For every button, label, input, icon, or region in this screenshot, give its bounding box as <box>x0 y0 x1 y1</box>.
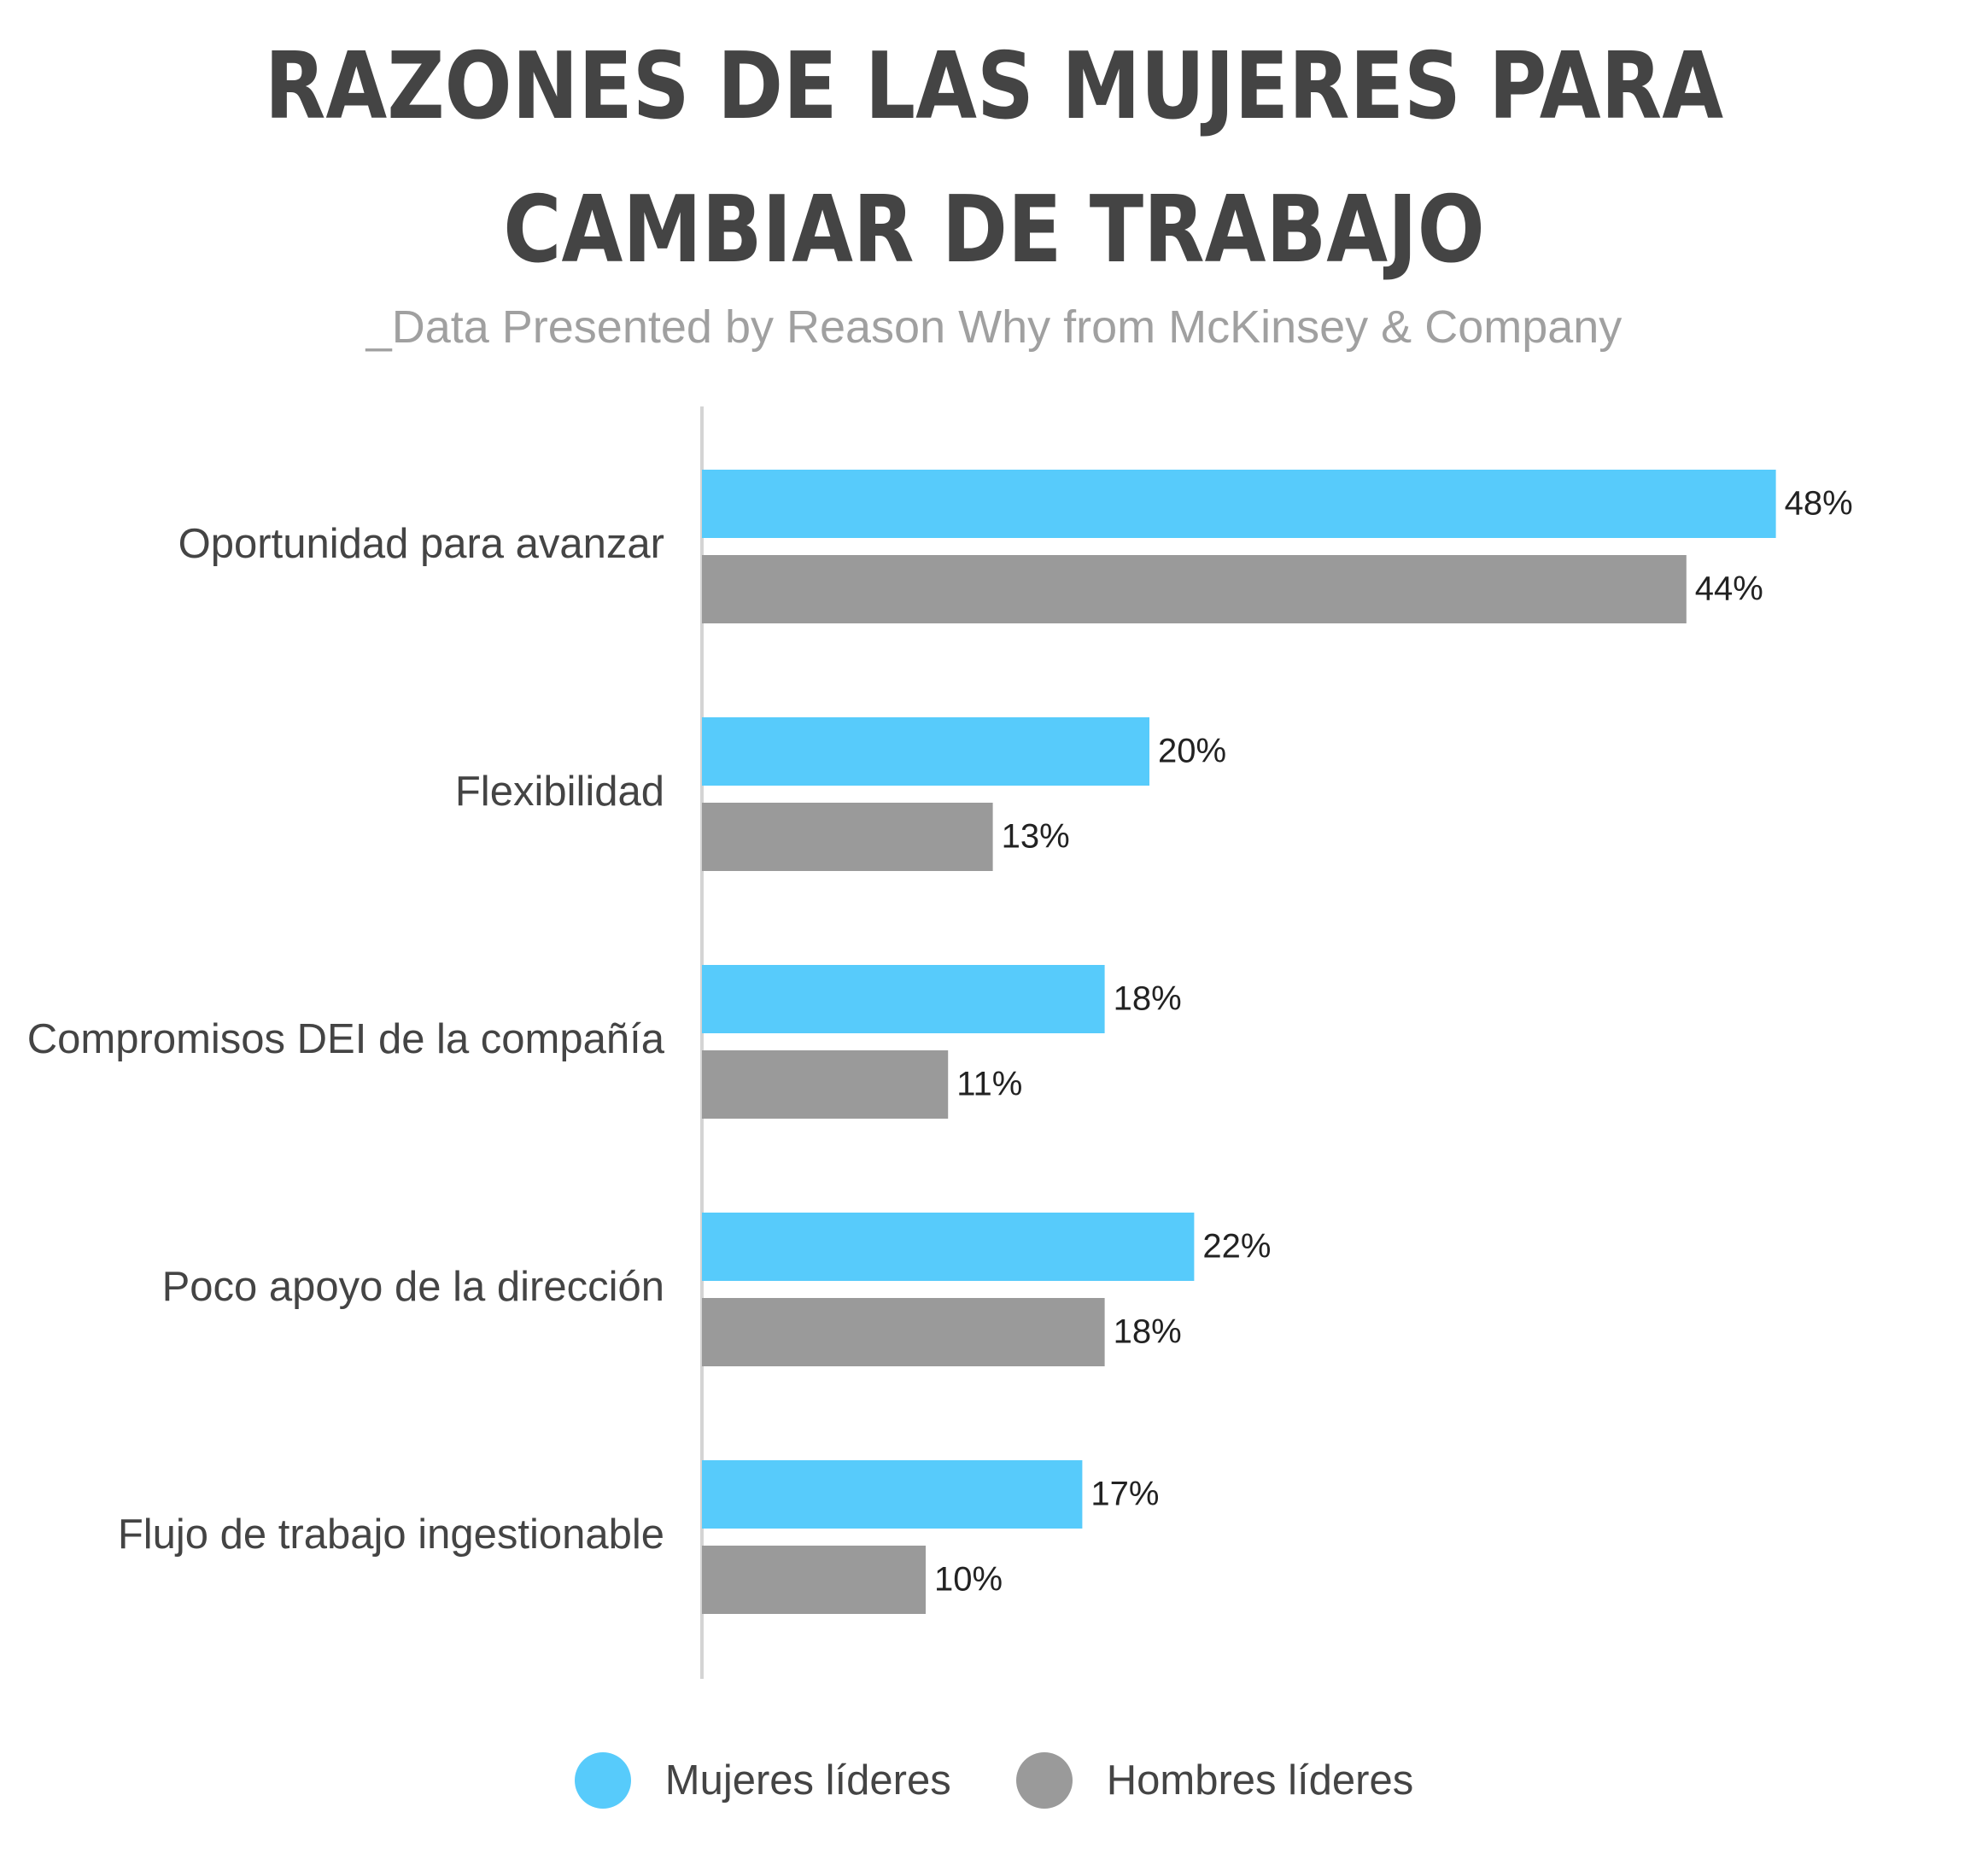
bar-chart: Oportunidad para avanzar 48% 44% Flexibilid… <box>27 406 1853 1679</box>
category-label: Flujo de trabajo ingestionable <box>118 1511 664 1558</box>
category-label: Poco apoyo de la dirección <box>162 1264 664 1310</box>
bar-women <box>702 470 1776 538</box>
data-label: 17% <box>1090 1476 1159 1513</box>
legend-item-men: Hombres líderes <box>1015 1752 1414 1809</box>
bar-men <box>702 1546 926 1614</box>
bar-men <box>702 1298 1105 1366</box>
legend-swatch-men <box>1015 1752 1073 1809</box>
title-line-2: CAMBIAR DE TRABAJO <box>503 177 1485 284</box>
data-label: 18% <box>1114 1313 1182 1351</box>
legend-label-women: Mujeres líderes <box>664 1757 951 1804</box>
bar-women <box>702 1213 1195 1281</box>
data-label: 13% <box>1002 818 1070 856</box>
bar-women <box>702 1460 1083 1529</box>
legend: Mujeres líderes Hombres líderes <box>0 1752 1988 1809</box>
bar-women <box>702 965 1105 1033</box>
data-label: 11% <box>956 1066 1022 1103</box>
bar-men <box>702 1050 949 1119</box>
legend-swatch-women <box>574 1752 631 1809</box>
data-label: 10% <box>934 1561 1003 1599</box>
data-label: 44% <box>1695 570 1763 608</box>
legend-item-women: Mujeres líderes <box>574 1752 951 1809</box>
chart-title: RAZONES DE LAS MUJERES PARA CAMBIAR DE T… <box>139 15 1849 302</box>
data-label: 48% <box>1785 485 1853 523</box>
data-label: 18% <box>1114 980 1182 1018</box>
category-label: Oportunidad para avanzar <box>178 521 664 567</box>
data-label: 20% <box>1158 733 1226 770</box>
title-line-1: RAZONES DE LAS MUJERES PARA <box>264 33 1724 140</box>
category-label: Compromisos DEI de la compañía <box>27 1016 665 1062</box>
bar-men <box>702 803 993 871</box>
category-label: Flexibilidad <box>455 769 664 815</box>
chart-subtitle: _Data Presented by Reason Why from McKin… <box>365 301 1623 353</box>
legend-label-men: Hombres líderes <box>1106 1757 1414 1804</box>
bar-men <box>702 555 1687 623</box>
data-label: 22% <box>1202 1228 1271 1266</box>
bar-women <box>702 717 1149 786</box>
